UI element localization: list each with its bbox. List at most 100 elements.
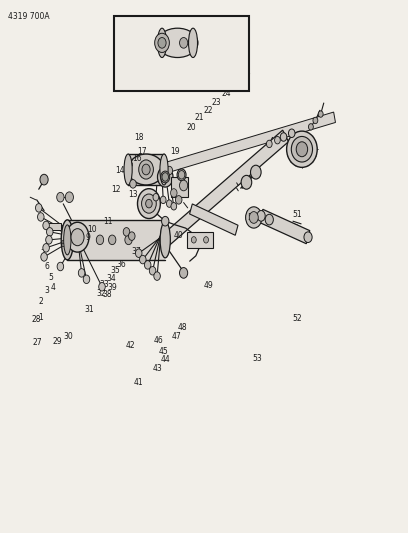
Text: 6: 6: [44, 262, 49, 271]
Polygon shape: [163, 130, 288, 246]
Circle shape: [43, 244, 49, 252]
Text: 33: 33: [100, 280, 109, 288]
Circle shape: [318, 111, 323, 117]
Circle shape: [171, 203, 177, 210]
Circle shape: [171, 189, 177, 197]
Circle shape: [162, 173, 169, 181]
Text: 40: 40: [174, 231, 184, 240]
Text: 29: 29: [52, 337, 62, 345]
Circle shape: [149, 266, 156, 275]
Text: 27: 27: [33, 338, 42, 346]
Text: 26: 26: [241, 69, 251, 78]
Polygon shape: [190, 204, 238, 235]
Circle shape: [41, 253, 47, 261]
Circle shape: [266, 140, 272, 148]
Circle shape: [246, 207, 262, 228]
Text: COMPONENTS - BELOW: COMPONENTS - BELOW: [145, 81, 218, 86]
Text: 38: 38: [102, 290, 112, 299]
Text: 28: 28: [31, 316, 41, 324]
Circle shape: [57, 192, 64, 202]
Ellipse shape: [291, 136, 313, 162]
Text: 5: 5: [49, 273, 53, 281]
Ellipse shape: [160, 154, 168, 185]
Text: 25: 25: [231, 80, 241, 88]
Text: 16: 16: [132, 155, 142, 163]
Circle shape: [130, 180, 136, 188]
Circle shape: [123, 228, 130, 236]
Circle shape: [137, 189, 160, 219]
Text: 18: 18: [134, 133, 144, 142]
Circle shape: [178, 171, 185, 179]
Ellipse shape: [157, 167, 173, 187]
Ellipse shape: [257, 211, 265, 221]
Circle shape: [146, 199, 152, 208]
Circle shape: [265, 214, 273, 225]
Text: 24: 24: [222, 89, 231, 98]
Text: 44: 44: [160, 356, 170, 364]
Circle shape: [158, 37, 166, 48]
Ellipse shape: [304, 232, 312, 243]
Circle shape: [71, 229, 84, 246]
Ellipse shape: [160, 222, 170, 258]
Text: 45: 45: [158, 348, 168, 356]
Text: 52: 52: [292, 314, 302, 323]
Circle shape: [139, 160, 153, 179]
Text: 34: 34: [106, 274, 116, 282]
Ellipse shape: [288, 129, 295, 138]
Bar: [128, 154, 164, 185]
Circle shape: [96, 235, 104, 245]
Circle shape: [204, 237, 208, 243]
Ellipse shape: [286, 131, 317, 167]
Circle shape: [160, 196, 166, 204]
Circle shape: [142, 194, 156, 213]
Ellipse shape: [157, 28, 198, 58]
Ellipse shape: [157, 28, 166, 58]
Bar: [48, 223, 61, 230]
Text: 35: 35: [110, 266, 120, 275]
Bar: [186, 232, 213, 248]
Circle shape: [83, 275, 90, 284]
Circle shape: [313, 117, 318, 124]
Circle shape: [191, 237, 196, 243]
Text: 7: 7: [40, 249, 45, 257]
Ellipse shape: [124, 154, 132, 185]
Circle shape: [180, 268, 188, 278]
Ellipse shape: [188, 28, 197, 58]
Ellipse shape: [280, 133, 287, 141]
Ellipse shape: [61, 220, 73, 260]
Text: 48: 48: [178, 324, 188, 332]
Text: 19: 19: [171, 148, 180, 156]
Ellipse shape: [128, 154, 164, 185]
Circle shape: [40, 174, 48, 185]
Text: 10: 10: [87, 225, 97, 233]
Circle shape: [78, 269, 85, 277]
Text: 46: 46: [153, 336, 163, 344]
Text: 21: 21: [194, 113, 204, 122]
Ellipse shape: [161, 171, 170, 183]
Polygon shape: [259, 209, 310, 244]
Ellipse shape: [64, 225, 71, 255]
Text: 13: 13: [128, 190, 137, 199]
Text: 22: 22: [203, 106, 213, 115]
Circle shape: [140, 255, 146, 264]
Text: 50: 50: [247, 213, 257, 222]
Text: 3: 3: [44, 286, 49, 295]
Circle shape: [162, 216, 169, 226]
Text: 8: 8: [61, 240, 66, 248]
Circle shape: [57, 262, 64, 271]
Text: 4319 700A: 4319 700A: [8, 12, 50, 21]
Circle shape: [154, 272, 160, 280]
Text: 4: 4: [51, 284, 55, 292]
Bar: [114, 16, 249, 91]
Circle shape: [166, 200, 172, 207]
Circle shape: [144, 261, 151, 269]
Text: 42: 42: [126, 341, 135, 350]
Circle shape: [180, 180, 188, 191]
Circle shape: [153, 193, 159, 201]
Text: 41: 41: [134, 378, 144, 387]
Text: 53: 53: [252, 354, 262, 362]
Text: 37: 37: [132, 247, 142, 256]
Text: 39: 39: [107, 284, 117, 292]
Text: 14: 14: [115, 166, 125, 175]
Circle shape: [125, 235, 132, 245]
